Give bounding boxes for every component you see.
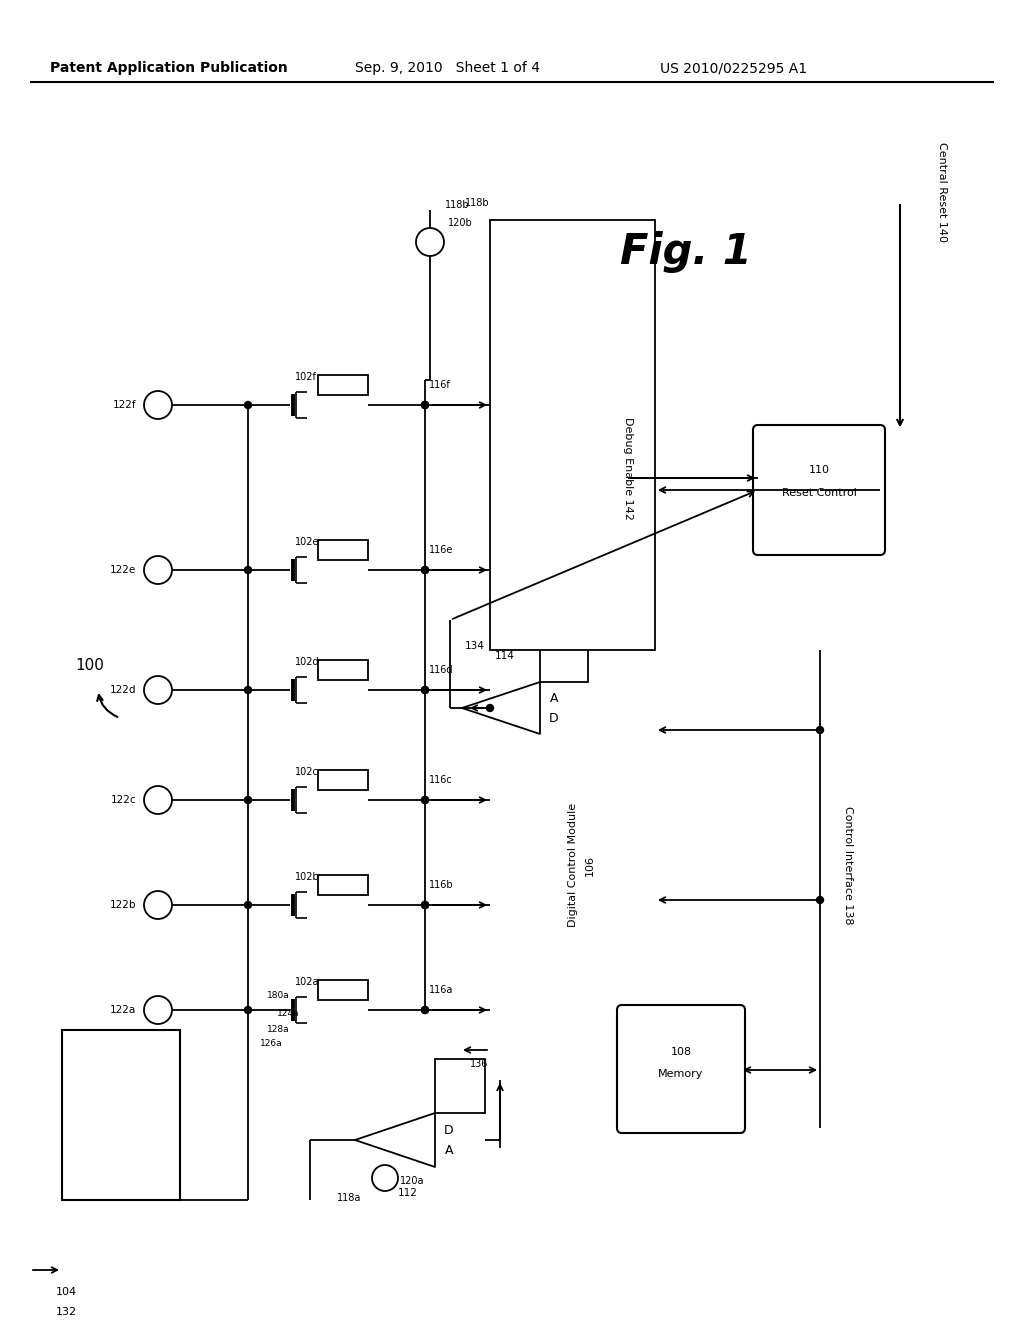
Circle shape <box>816 726 823 734</box>
Text: US 2010/0225295 A1: US 2010/0225295 A1 <box>660 61 807 75</box>
Text: 132: 132 <box>56 1307 77 1317</box>
Text: A: A <box>444 1143 454 1156</box>
Text: 116b: 116b <box>429 880 454 890</box>
Text: Reset Control: Reset Control <box>781 488 856 498</box>
Text: Memory: Memory <box>658 1069 703 1078</box>
Circle shape <box>422 1006 428 1014</box>
Circle shape <box>422 686 428 693</box>
Circle shape <box>245 686 252 693</box>
Text: 104: 104 <box>56 1287 77 1298</box>
Text: 102c: 102c <box>295 767 318 777</box>
Text: D: D <box>444 1123 454 1137</box>
Circle shape <box>144 676 172 704</box>
Text: 122f: 122f <box>113 400 136 411</box>
Circle shape <box>245 1006 252 1014</box>
Text: 100: 100 <box>75 657 103 672</box>
Text: 122e: 122e <box>110 565 136 576</box>
Text: 122d: 122d <box>110 685 136 696</box>
Text: 102a: 102a <box>295 977 319 987</box>
Text: 110: 110 <box>809 465 829 475</box>
Text: 118b: 118b <box>465 198 489 209</box>
Circle shape <box>486 705 494 711</box>
Text: 126a: 126a <box>260 1039 283 1048</box>
Circle shape <box>372 1166 398 1191</box>
Text: 118b: 118b <box>445 201 470 210</box>
Text: 114: 114 <box>495 651 515 661</box>
Text: A: A <box>550 692 558 705</box>
Text: 116f: 116f <box>429 380 451 389</box>
Text: 136: 136 <box>470 1059 488 1069</box>
Text: 102e: 102e <box>295 537 319 546</box>
Text: 116c: 116c <box>429 775 453 785</box>
Circle shape <box>144 891 172 919</box>
Circle shape <box>422 686 428 693</box>
Text: 118a: 118a <box>337 1193 361 1203</box>
FancyBboxPatch shape <box>617 1005 745 1133</box>
Circle shape <box>144 556 172 583</box>
Text: 102d: 102d <box>295 657 319 667</box>
FancyBboxPatch shape <box>753 425 885 554</box>
Bar <box>318 540 368 560</box>
Bar <box>62 1030 180 1200</box>
Text: 106: 106 <box>585 854 595 875</box>
Text: Control Interface 138: Control Interface 138 <box>843 805 853 924</box>
Text: 116a: 116a <box>429 985 454 995</box>
Text: 116e: 116e <box>429 545 454 554</box>
Circle shape <box>245 401 252 408</box>
Text: Fig. 1: Fig. 1 <box>620 231 752 273</box>
Text: 122b: 122b <box>110 900 136 909</box>
Circle shape <box>422 902 428 908</box>
Text: 120b: 120b <box>449 218 473 228</box>
Text: 116d: 116d <box>429 665 454 675</box>
Circle shape <box>422 796 428 804</box>
Text: 102b: 102b <box>295 873 319 882</box>
Text: 112: 112 <box>398 1188 418 1199</box>
Text: 122c: 122c <box>111 795 136 805</box>
Text: 108: 108 <box>671 1047 691 1057</box>
Circle shape <box>245 796 252 804</box>
Text: Sep. 9, 2010   Sheet 1 of 4: Sep. 9, 2010 Sheet 1 of 4 <box>355 61 540 75</box>
Text: D: D <box>549 711 559 725</box>
Text: 124a: 124a <box>278 1008 299 1018</box>
Circle shape <box>245 902 252 908</box>
Text: Patent Application Publication: Patent Application Publication <box>50 61 288 75</box>
Bar <box>435 1059 485 1113</box>
Circle shape <box>816 896 823 903</box>
Circle shape <box>422 401 428 408</box>
Circle shape <box>422 1006 428 1014</box>
Bar <box>318 770 368 789</box>
Circle shape <box>416 228 444 256</box>
Text: 134: 134 <box>465 642 485 651</box>
Bar <box>318 979 368 1001</box>
Polygon shape <box>355 1113 435 1167</box>
Circle shape <box>245 566 252 573</box>
Circle shape <box>144 391 172 418</box>
Circle shape <box>422 401 428 408</box>
Text: 128a: 128a <box>267 1024 290 1034</box>
Bar <box>318 660 368 680</box>
Circle shape <box>422 566 428 573</box>
Circle shape <box>144 997 172 1024</box>
Bar <box>540 630 588 682</box>
Bar <box>318 375 368 395</box>
Text: 122a: 122a <box>110 1005 136 1015</box>
Circle shape <box>422 902 428 908</box>
Text: 180a: 180a <box>267 991 290 1001</box>
Circle shape <box>422 796 428 804</box>
Circle shape <box>422 566 428 573</box>
Text: Central Reset 140: Central Reset 140 <box>937 143 947 242</box>
Text: Debug Enable 142: Debug Enable 142 <box>623 417 633 520</box>
Text: 120a: 120a <box>400 1176 425 1185</box>
Circle shape <box>144 785 172 814</box>
Text: Digital Control Module: Digital Control Module <box>568 803 578 927</box>
Polygon shape <box>462 682 540 734</box>
Bar <box>490 220 655 649</box>
Bar <box>318 875 368 895</box>
Text: 102f: 102f <box>295 372 316 381</box>
